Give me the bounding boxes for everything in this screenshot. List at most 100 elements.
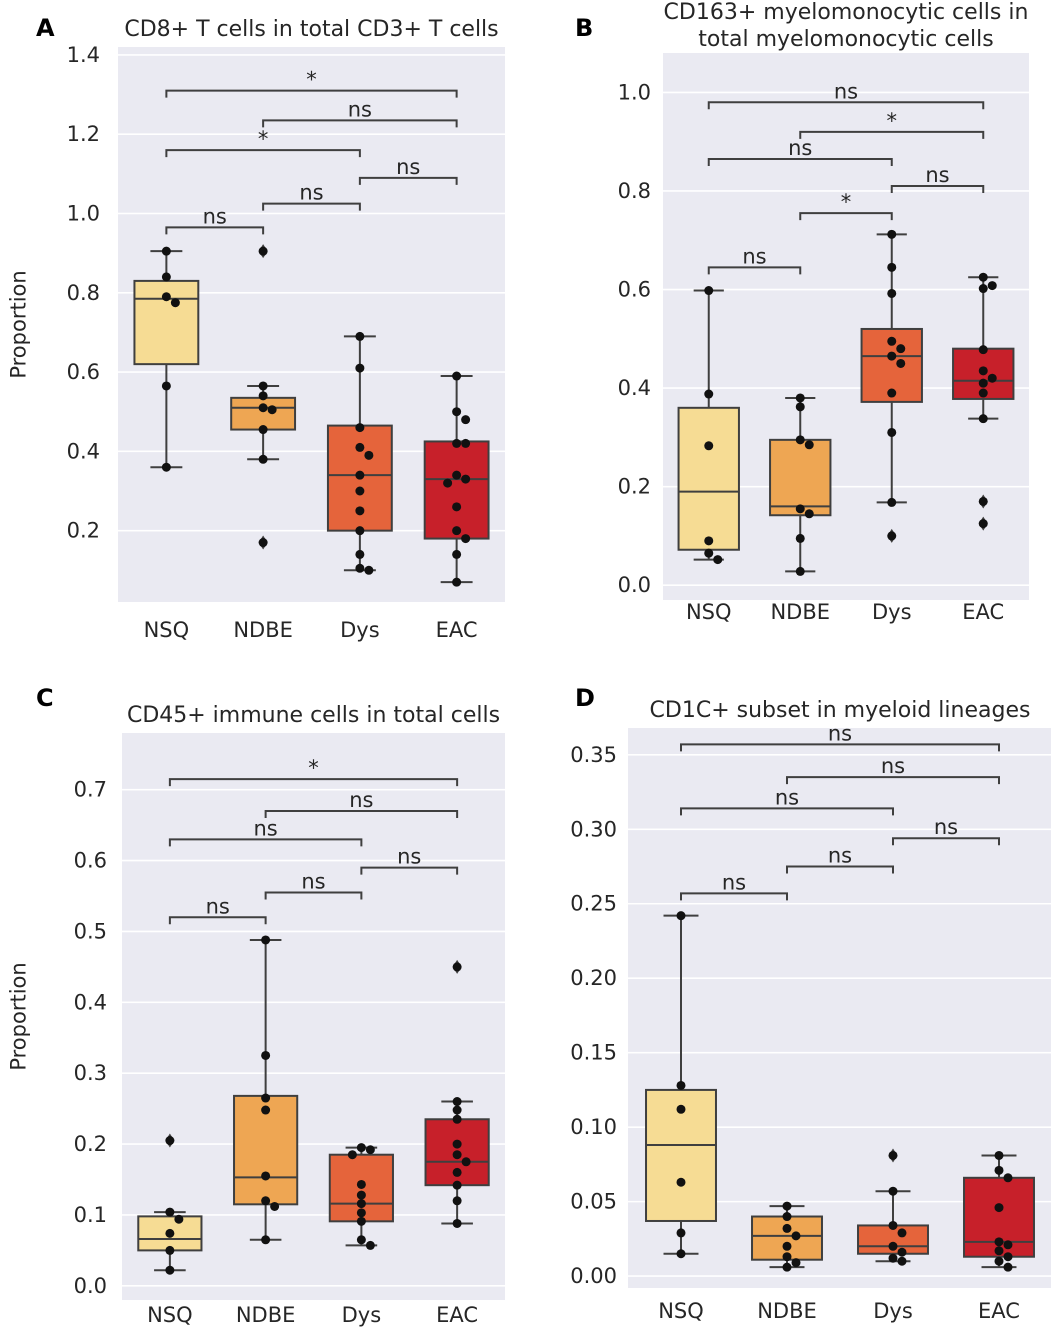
x-tick-label: Dys: [873, 1299, 913, 1323]
data-point: [461, 534, 471, 544]
box-NSQ: [677, 289, 740, 561]
significance-bracket: [165, 89, 458, 98]
significance-bracket: [165, 226, 265, 235]
y-axis-label: Proportion: [6, 270, 30, 378]
data-point: [165, 1136, 175, 1146]
data-point: [887, 336, 897, 346]
y-tick-label: 0.25: [570, 892, 617, 916]
data-point: [356, 1235, 366, 1245]
x-tick-label: Dys: [872, 600, 912, 624]
significance-label: *: [841, 190, 852, 214]
data-point: [356, 1208, 366, 1218]
significance-bracket: [890, 185, 985, 194]
y-tick-label: 0.3: [74, 1061, 107, 1085]
data-point: [897, 1247, 907, 1257]
data-point: [365, 1145, 375, 1155]
data-point: [994, 1150, 1004, 1160]
data-point: [165, 1245, 175, 1255]
plot-background: [122, 733, 505, 1300]
data-point: [258, 538, 268, 548]
data-point: [795, 402, 805, 412]
significance-label: ns: [349, 788, 373, 812]
x-tick-label: EAC: [436, 1303, 478, 1327]
data-point: [161, 381, 171, 391]
significance-bracket: [786, 776, 1000, 785]
panel-letter: D: [575, 684, 595, 712]
data-point: [356, 1199, 366, 1209]
data-point: [795, 533, 805, 543]
data-point: [355, 526, 365, 536]
data-point: [165, 1265, 175, 1275]
x-tick-label: EAC: [436, 618, 478, 642]
data-point: [261, 1093, 271, 1103]
significance-bracket: [168, 838, 363, 847]
chart-title: CD45+ immune cells in total cells: [127, 703, 500, 728]
x-tick-label: NDBE: [233, 618, 293, 642]
data-point: [356, 1190, 366, 1200]
data-point: [258, 381, 268, 391]
significance-bracket: [680, 892, 788, 901]
data-point: [355, 470, 365, 480]
significance-bracket: [892, 837, 1000, 846]
y-tick-label: 1.0: [618, 80, 651, 104]
panel-letter: A: [36, 14, 55, 42]
data-point: [994, 1246, 1004, 1256]
data-point: [994, 1237, 1004, 1247]
data-point: [452, 470, 462, 480]
data-point: [887, 229, 897, 239]
data-point: [888, 1253, 898, 1263]
significance-label: ns: [397, 845, 421, 869]
significance-label: *: [887, 109, 898, 133]
data-point: [795, 566, 805, 576]
data-point: [704, 286, 714, 296]
data-point: [355, 506, 365, 516]
data-point: [452, 1105, 462, 1115]
data-point: [804, 440, 814, 450]
data-point: [782, 1212, 792, 1222]
data-point: [452, 1150, 462, 1160]
data-point: [452, 526, 462, 536]
data-point: [1003, 1252, 1013, 1262]
data-point: [676, 911, 686, 921]
data-point: [978, 519, 988, 529]
data-point: [355, 331, 365, 341]
data-point: [676, 1249, 686, 1259]
chart-title: CD8+ T cells in total CD3+ T cells: [124, 17, 498, 42]
data-point: [452, 1180, 462, 1190]
data-point: [791, 1258, 801, 1268]
significance-bracket: [264, 891, 363, 900]
data-point: [161, 246, 171, 256]
data-point: [355, 442, 365, 452]
data-point: [261, 1196, 271, 1206]
data-point: [887, 497, 897, 507]
data-point: [443, 478, 453, 488]
data-point: [258, 454, 268, 464]
data-point: [676, 1080, 686, 1090]
data-point: [174, 1214, 184, 1224]
significance-label: ns: [788, 136, 812, 160]
y-tick-label: 0.8: [67, 281, 100, 305]
data-point: [782, 1252, 792, 1262]
y-tick-label: 0.0: [74, 1274, 107, 1298]
data-point: [452, 549, 462, 559]
data-point: [896, 358, 906, 368]
significance-bracket: [165, 149, 361, 158]
data-point: [258, 403, 268, 413]
y-tick-label: 0.4: [74, 990, 107, 1014]
significance-label: *: [306, 68, 317, 92]
data-point: [258, 246, 268, 256]
data-point: [258, 425, 268, 435]
data-point: [978, 496, 988, 506]
y-tick-label: 0.10: [570, 1115, 617, 1139]
significance-bracket: [707, 157, 893, 166]
data-point: [261, 1050, 271, 1060]
y-tick-label: 0.30: [570, 817, 617, 841]
x-tick-label: Dys: [340, 618, 380, 642]
y-tick-label: 0.4: [67, 439, 100, 463]
y-tick-label: 0.1: [74, 1203, 107, 1227]
significance-label: ns: [881, 754, 905, 778]
data-point: [452, 371, 462, 381]
y-tick-label: 0.6: [74, 849, 107, 873]
chart-panel-C: 0.0 0.1 0.2 0.3 0.4 0.5 0.6 0.7 C CD45+ immune ce…: [6, 684, 505, 1327]
significance-label: ns: [203, 204, 227, 228]
